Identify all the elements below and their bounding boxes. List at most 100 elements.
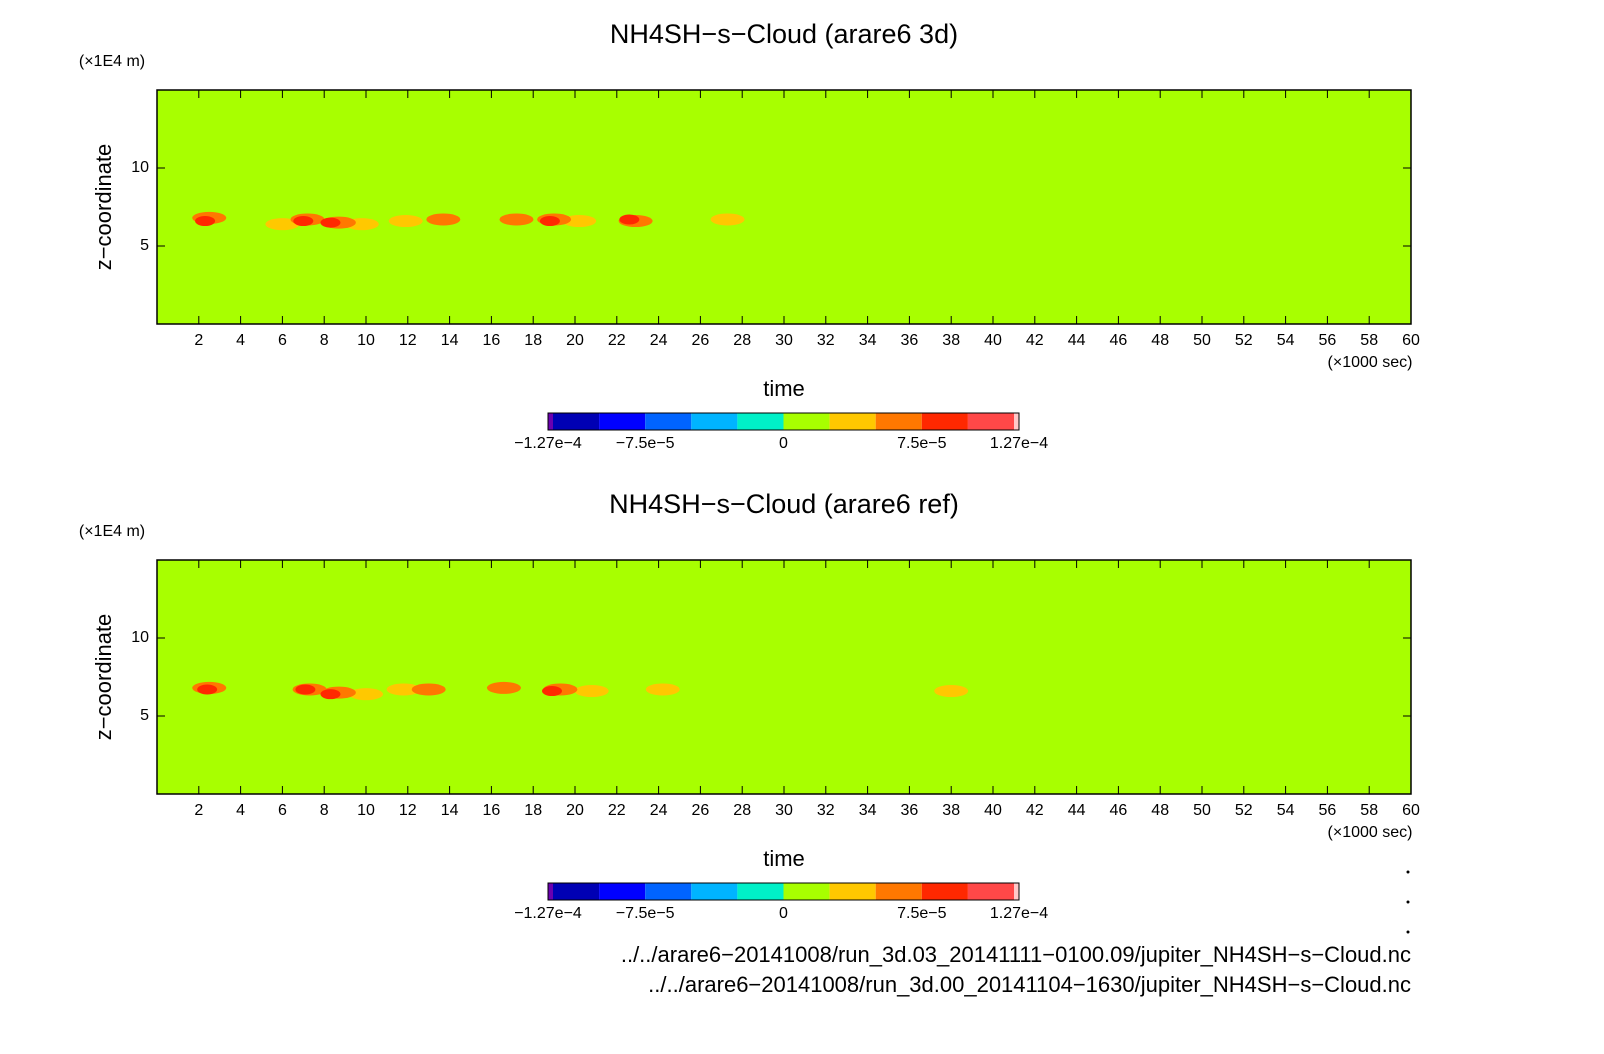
- x-tick-label: 54: [1277, 802, 1295, 819]
- x-tick-label: 48: [1151, 802, 1169, 819]
- contour-cell: [411, 683, 446, 696]
- colorbar-segment: [553, 413, 600, 430]
- x-tick-label: 26: [692, 802, 710, 819]
- contour-cell: [265, 218, 300, 231]
- x-tick-label: 32: [817, 332, 835, 349]
- colorbar-segment: [553, 883, 600, 900]
- contour-cell: [486, 681, 521, 694]
- chart-title: NH4SH−s−Cloud (arare6 ref): [609, 489, 959, 519]
- dot: [1406, 900, 1410, 904]
- x-tick-label: 50: [1193, 802, 1211, 819]
- contour-cell: [197, 684, 218, 695]
- colorbar-segment: [645, 883, 692, 900]
- x-tick-label: 56: [1319, 802, 1337, 819]
- cells: [192, 681, 969, 701]
- colorbar-segment: [783, 883, 830, 900]
- footnote: ../../arare6−20141008/run_3d.00_20141104…: [648, 972, 1411, 997]
- contour-cell: [542, 686, 563, 697]
- colorbar-segment: [829, 883, 876, 900]
- x-tick-label: 4: [236, 332, 245, 349]
- colorbar-segment: [548, 413, 553, 430]
- x-tick-label: 40: [984, 802, 1002, 819]
- x-tick-label: 36: [901, 332, 919, 349]
- x-tick-label: 38: [942, 332, 960, 349]
- x-tick-label: 56: [1319, 332, 1337, 349]
- x-tick-label: 34: [859, 802, 877, 819]
- x-tick-label: 42: [1026, 802, 1044, 819]
- x-tick-label: 8: [320, 332, 329, 349]
- colorbar-segment: [599, 413, 646, 430]
- x-tick-label: 30: [775, 802, 793, 819]
- x-unit: (×1000 sec): [1328, 354, 1413, 371]
- x-tick-label: 2: [194, 332, 203, 349]
- x-tick-label: 22: [608, 802, 626, 819]
- contour-cell: [320, 217, 341, 228]
- x-tick-label: 24: [650, 802, 668, 819]
- plot-area: [157, 90, 1411, 324]
- x-tick-label: 24: [650, 332, 668, 349]
- contour-cell: [195, 216, 216, 227]
- colorbar-label: −7.5e−5: [616, 435, 675, 452]
- colorbar-label: 7.5e−5: [897, 435, 946, 452]
- x-tick-label: 26: [692, 332, 710, 349]
- colorbar-label: 0: [779, 905, 788, 922]
- colorbar-segment: [783, 413, 830, 430]
- x-tick-label: 54: [1277, 332, 1295, 349]
- colorbar-segment: [691, 883, 738, 900]
- colorbar-segment: [829, 413, 876, 430]
- x-tick-label: 18: [524, 802, 542, 819]
- x-tick-label: 16: [483, 332, 501, 349]
- x-tick-label: 52: [1235, 802, 1253, 819]
- dot: [1406, 870, 1410, 874]
- colorbar-segment: [875, 883, 922, 900]
- x-tick-label: 32: [817, 802, 835, 819]
- x-tick-label: 50: [1193, 332, 1211, 349]
- y-unit: (×1E4 m): [79, 523, 145, 540]
- y-unit: (×1E4 m): [79, 53, 145, 70]
- x-tick-label: 58: [1360, 332, 1378, 349]
- x-tick-label: 48: [1151, 332, 1169, 349]
- y-axis-label: z−coordinate: [91, 144, 116, 271]
- contour-cell: [293, 216, 314, 227]
- x-tick-label: 30: [775, 332, 793, 349]
- colorbar-label: −7.5e−5: [616, 905, 675, 922]
- y-tick-label: 10: [131, 159, 149, 176]
- colorbar-segment: [921, 883, 968, 900]
- x-tick-label: 28: [733, 332, 751, 349]
- contour-cell: [619, 214, 640, 225]
- x-tick-label: 2: [194, 802, 203, 819]
- contour-cell: [574, 685, 609, 698]
- contour-cell: [320, 689, 341, 700]
- x-tick-label: 10: [357, 332, 375, 349]
- dot: [1406, 930, 1410, 934]
- x-tick-label: 46: [1110, 802, 1128, 819]
- colorbar-label: −1.27e−4: [514, 435, 582, 452]
- x-tick-label: 12: [399, 802, 417, 819]
- colorbar-label: −1.27e−4: [514, 905, 582, 922]
- contour-cell: [349, 688, 383, 701]
- x-tick-label: 58: [1360, 802, 1378, 819]
- x-tick-label: 40: [984, 332, 1002, 349]
- x-tick-label: 10: [357, 802, 375, 819]
- colorbar-segment: [691, 413, 738, 430]
- x-tick-label: 46: [1110, 332, 1128, 349]
- contour-cell: [295, 684, 316, 695]
- colorbar-segment: [645, 413, 692, 430]
- x-tick-label: 18: [524, 332, 542, 349]
- colorbar-segment: [967, 413, 1014, 430]
- colorbar-label: 1.27e−4: [990, 905, 1048, 922]
- colorbar-segment: [875, 413, 922, 430]
- x-tick-label: 44: [1068, 802, 1086, 819]
- chart-title: NH4SH−s−Cloud (arare6 3d): [610, 19, 958, 49]
- x-tick-label: 16: [483, 802, 501, 819]
- x-tick-label: 20: [566, 802, 584, 819]
- x-tick-label: 38: [942, 802, 960, 819]
- contour-cell: [426, 213, 461, 226]
- contour-cell: [710, 213, 745, 226]
- x-tick-label: 8: [320, 802, 329, 819]
- contour-cell: [562, 215, 597, 228]
- contour-cell: [499, 213, 534, 226]
- colorbar-segment: [737, 883, 784, 900]
- x-tick-label: 12: [399, 332, 417, 349]
